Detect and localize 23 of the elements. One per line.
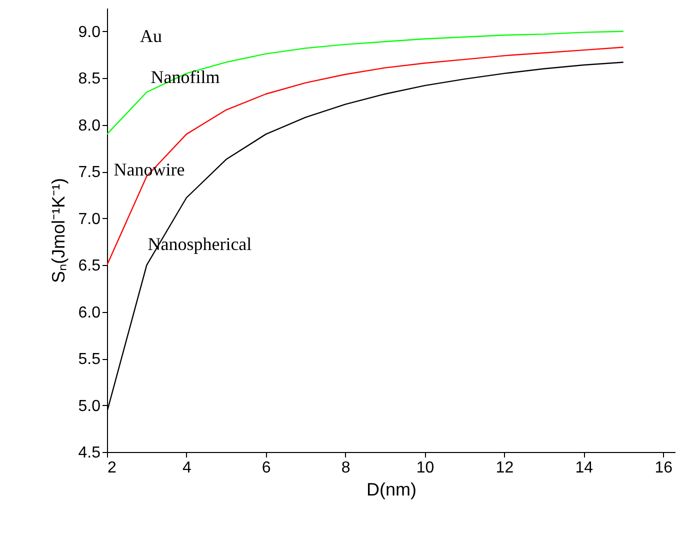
x-tick-label: 14 <box>575 460 594 476</box>
y-tick-label: 6.0 <box>78 304 101 322</box>
x-tick-label: 4 <box>182 460 192 476</box>
x-tick-label: 16 <box>654 460 673 476</box>
x-tick-label: 12 <box>496 460 514 476</box>
x-tick-label: 2 <box>108 460 116 476</box>
annotation: Au <box>140 26 162 46</box>
y-tick-label: 7.5 <box>78 164 101 182</box>
y-tick-label: 6.5 <box>78 258 101 275</box>
y-tick-label: 9.0 <box>78 24 101 41</box>
y-tick-label: 8.5 <box>78 70 101 88</box>
y-axis-title: Sₙ(Jmol⁻¹K⁻¹) <box>48 178 68 283</box>
line-series <box>107 46 624 266</box>
x-axis-title: D(nm) <box>366 480 416 500</box>
x-tick-label: 6 <box>262 460 271 476</box>
y-tick-label: 7.0 <box>78 210 101 228</box>
y-tick-label: 5.0 <box>78 398 101 415</box>
x-tick-label: 8 <box>341 460 350 476</box>
y-tick-label: 5.5 <box>78 351 101 368</box>
x-tick-label: 10 <box>416 460 434 476</box>
line-series <box>107 30 624 135</box>
y-tick-label: 8.0 <box>78 117 101 134</box>
y-tick-label: 4.5 <box>78 444 101 462</box>
